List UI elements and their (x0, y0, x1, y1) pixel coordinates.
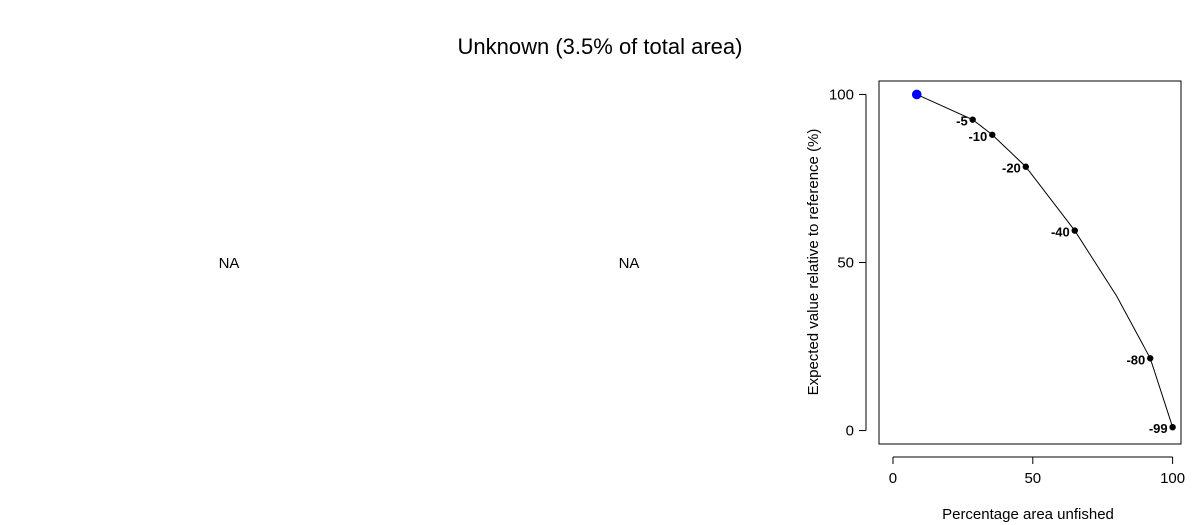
y-tick-label: 100 (829, 86, 854, 103)
data-point (1169, 423, 1176, 431)
points-group: -5-10 -20 -40 -80 -99 (911, 89, 1176, 436)
point-label: -99 (1149, 421, 1168, 436)
point-label: -80 (1126, 352, 1145, 367)
data-point (1071, 227, 1078, 234)
point-label: -10 (968, 129, 987, 144)
axes-group: 0 50 100 0 50 100 (829, 86, 1185, 487)
y-tick-label: 0 (846, 423, 854, 440)
x-tick-label: 100 (1160, 470, 1185, 487)
y-axis-title: Expected value relative to reference (%) (805, 129, 822, 396)
data-point (1147, 355, 1154, 362)
plot-frame (878, 80, 1182, 445)
y-tick-label: 50 (837, 255, 854, 272)
series-line-group (916, 93, 1174, 428)
left-panel-na-text: NA (218, 255, 240, 272)
data-point (969, 116, 976, 123)
chart-title: Unknown (3.5% of total area) (457, 34, 743, 59)
x-axis-title: Percentage area unfished (942, 506, 1114, 523)
x-tick-label: 50 (1024, 470, 1041, 487)
series-line (916, 93, 1174, 428)
data-point (1022, 163, 1030, 170)
point-label: -40 (1051, 225, 1070, 240)
point-label: -5 (956, 114, 968, 129)
reference-point (911, 89, 922, 100)
x-tick-label: 0 (889, 470, 897, 487)
middle-panel-na-text: NA (618, 255, 640, 272)
data-point (989, 131, 996, 138)
point-label: -20 (1002, 161, 1021, 176)
